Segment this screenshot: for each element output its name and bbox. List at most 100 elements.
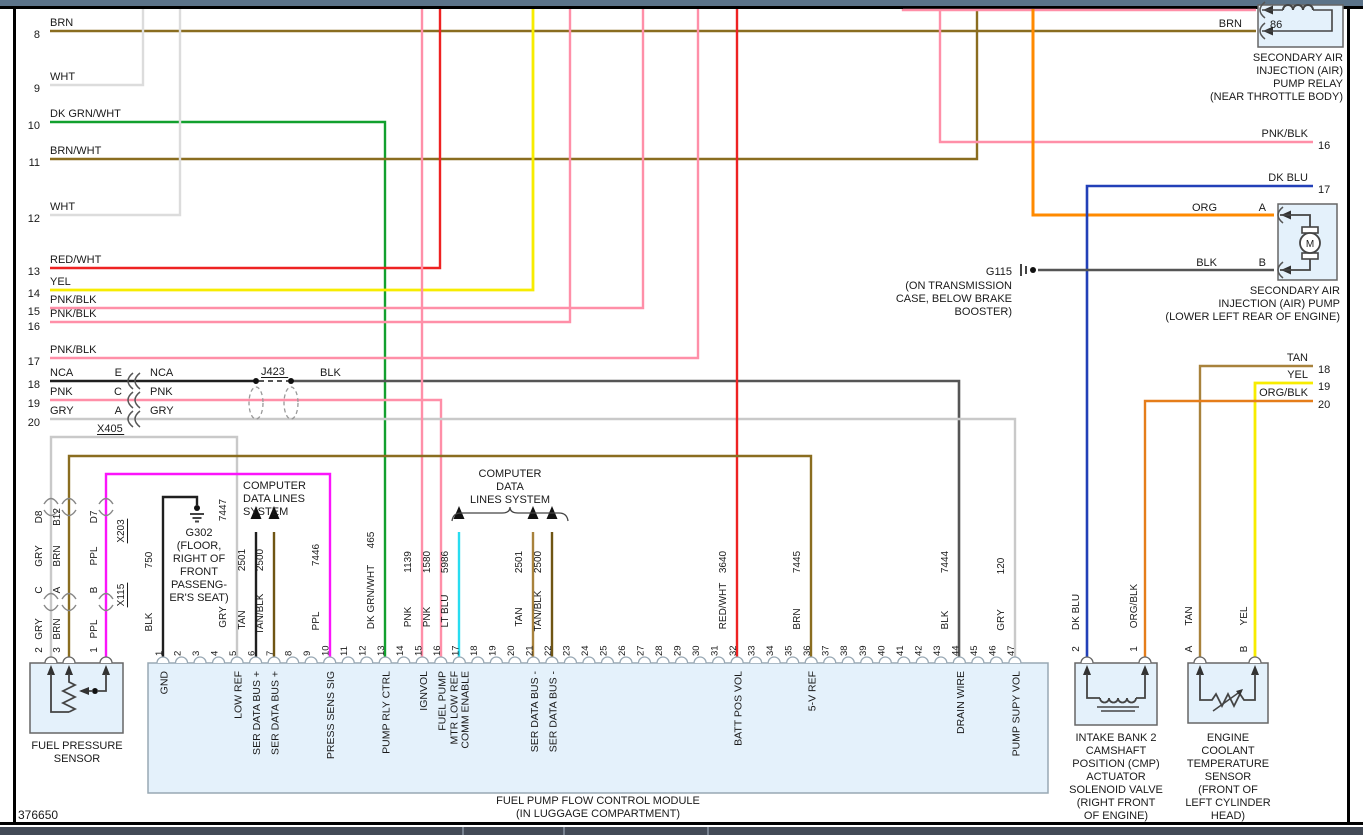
label-injection-air: INJECTION (AIR) xyxy=(1256,65,1343,77)
sensor-connector-icon xyxy=(43,604,59,612)
module-pin-number: 45 xyxy=(969,645,980,656)
label-gry: GRY xyxy=(50,405,74,417)
inline-connector-icon xyxy=(127,391,134,409)
label-1: 1 xyxy=(89,647,100,653)
pin-notch xyxy=(508,656,522,664)
sensor-connector-icon xyxy=(43,497,59,505)
label-brn: BRN xyxy=(52,618,63,639)
pin-notch xyxy=(786,656,800,664)
up-arrow-icon xyxy=(268,506,280,519)
label-d7: D7 xyxy=(89,510,100,523)
label-ppl: PPL xyxy=(89,546,100,565)
pin-notch xyxy=(674,656,689,664)
ect-pin-arrow-icon xyxy=(1196,665,1204,675)
label-head: HEAD) xyxy=(1211,810,1245,822)
label-gry: GRY xyxy=(150,405,174,417)
label-13: 13 xyxy=(28,266,40,278)
pin-notch xyxy=(378,656,392,664)
module-pin-label: SER DATA BUS + xyxy=(251,671,263,755)
label-solenoid-valve: SOLENOID VALVE xyxy=(1069,784,1163,796)
pin-notch xyxy=(637,656,652,664)
wire-org-blk-20 xyxy=(1143,399,1313,663)
label-org-blk: ORG/BLK xyxy=(1129,583,1140,628)
wire-fps-brn xyxy=(67,454,813,663)
label-10: 10 xyxy=(28,120,40,132)
pin-notch xyxy=(897,656,911,664)
label-2501: 2501 xyxy=(514,550,525,573)
label-lt-blu: LT BLU xyxy=(440,595,451,628)
sensor-connector-icon xyxy=(61,592,77,600)
label-gry: GRY xyxy=(218,606,229,628)
module-pin-number: 27 xyxy=(636,645,647,656)
pin-notch xyxy=(526,656,541,664)
module-pin-number: 16 xyxy=(432,645,443,656)
j423-loop-left xyxy=(248,386,264,420)
pin-notch xyxy=(434,656,448,664)
wire-fps-ppl xyxy=(104,472,332,663)
label-yel: YEL xyxy=(1287,369,1308,381)
module-pin-number: 41 xyxy=(895,645,906,656)
pin-notch xyxy=(860,656,874,664)
module-pin-number: 8 xyxy=(284,651,295,656)
label-wht: WHT xyxy=(50,71,75,83)
inline-connector-icon xyxy=(134,372,141,390)
wire-12-wht xyxy=(50,9,182,217)
sensor-connector-icon xyxy=(98,604,114,612)
label-tan-blk: TAN/BLK xyxy=(533,590,544,631)
module-pin-label: SER DATA BUS - xyxy=(547,671,559,753)
module-pin-number: 43 xyxy=(932,645,943,656)
label-brn: BRN xyxy=(1219,18,1242,30)
pin-notch xyxy=(44,656,58,664)
module-pin-number: 14 xyxy=(395,645,406,656)
label-blk: BLK xyxy=(1196,257,1217,269)
pin-notch xyxy=(878,656,892,664)
wiper-arrow-icon xyxy=(79,687,89,695)
brace-icon xyxy=(451,506,569,522)
label-gry: GRY xyxy=(34,545,45,567)
label-brn: BRN xyxy=(52,545,63,566)
module-pin-number: 42 xyxy=(913,645,924,656)
sensor-connector-icon xyxy=(43,592,59,600)
motor-internal-wire xyxy=(1280,214,1311,271)
module-pin-number: 28 xyxy=(654,645,665,656)
label-nca: NCA xyxy=(150,367,174,379)
wire-org xyxy=(1031,9,1274,217)
g115-ground-icon xyxy=(1020,264,1027,276)
label-tan: TAN xyxy=(1184,606,1195,625)
wire-9-wht xyxy=(50,9,145,87)
wire-15-pnk-blk xyxy=(50,9,645,310)
module-pin-number: 11 xyxy=(339,646,350,656)
label-computer: COMPUTER xyxy=(479,468,542,480)
label-passeng: PASSENG- xyxy=(171,579,227,591)
label-11: 11 xyxy=(29,157,40,169)
module-pin-label: PUMP RLY CTRL xyxy=(381,671,393,754)
module-pin-number: 44 xyxy=(950,645,961,656)
label-nca: NCA xyxy=(50,367,74,379)
pin-notch xyxy=(563,656,578,664)
pin-notch xyxy=(267,656,281,664)
label-blk: BLK xyxy=(320,367,341,379)
pin-notch xyxy=(952,656,967,664)
label-dk-blu: DK BLU xyxy=(1071,594,1082,630)
label-ppl: PPL xyxy=(311,611,322,630)
label-org-blk: ORG/BLK xyxy=(1259,387,1309,399)
label-2: 2 xyxy=(34,647,45,653)
wire-tan-18 xyxy=(1198,364,1313,663)
frame-right-border xyxy=(1347,6,1350,824)
label-750: 750 xyxy=(144,551,155,568)
label-x203: X203 xyxy=(116,519,127,543)
label-x115: X115 xyxy=(116,583,127,606)
module-pin-label: PUMP SUPY VOL xyxy=(1010,671,1022,757)
frame-top-line xyxy=(0,6,1363,9)
wire-16-pnk-blk xyxy=(50,9,572,324)
pin-notch xyxy=(915,656,929,664)
inline-connector-icon xyxy=(127,372,134,390)
label-e: E xyxy=(115,367,122,379)
label-2500: 2500 xyxy=(255,548,266,571)
inductor-wire xyxy=(1136,674,1146,699)
label-17: 17 xyxy=(28,356,40,368)
pin-notch xyxy=(1008,656,1022,664)
label-2500: 2500 xyxy=(533,550,544,573)
label-120: 120 xyxy=(996,557,1007,574)
label-c: C xyxy=(114,386,122,398)
